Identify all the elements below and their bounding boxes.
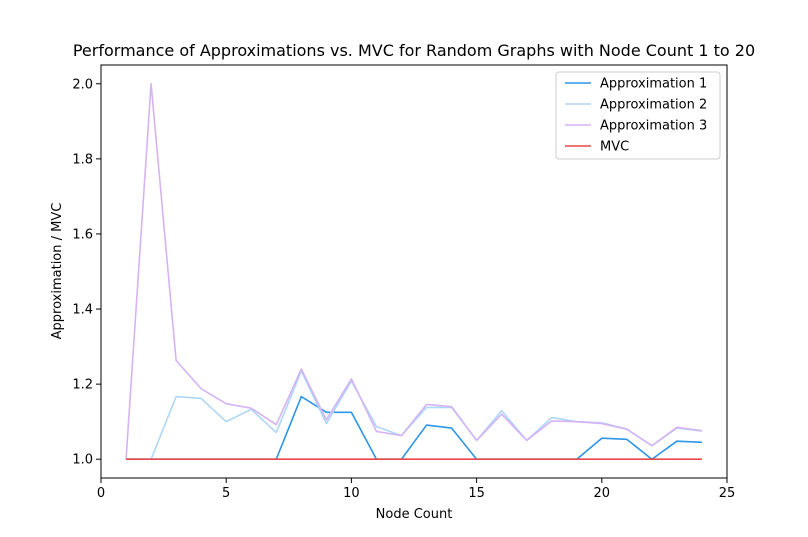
x-axis-label: Node Count: [376, 507, 453, 522]
series-layer: [125, 82, 703, 461]
legend-box: [555, 71, 721, 160]
y-tick-label: 1.0: [72, 453, 93, 468]
y-axis-label: Approximation / MVC: [50, 203, 65, 340]
y-tick-label: 1.6: [72, 227, 93, 242]
legend-label-2: Approximation 2: [600, 98, 707, 113]
series-line-1: [126, 395, 702, 461]
plot-area: [100, 64, 728, 479]
x-tick-label: 20: [594, 486, 611, 501]
plot-frame: [100, 64, 728, 479]
y-tick-label: 2.0: [72, 77, 93, 92]
x-tick-label: 25: [719, 486, 736, 501]
y-tick-label: 1.4: [72, 303, 93, 318]
series-line-3: [125, 82, 703, 460]
x-tick-label: 5: [222, 486, 230, 501]
y-axis: 1.0 1.2 1.4 1.6 1.8 2.0: [72, 77, 101, 468]
x-tick-label: 15: [468, 486, 485, 501]
y-tick-label: 1.8: [72, 152, 93, 167]
x-tick-label: 0: [97, 486, 105, 501]
legend-label-1: Approximation 1: [600, 77, 707, 92]
chart-title: Performance of Approximations vs. MVC fo…: [73, 41, 755, 60]
legend-label-3: Approximation 3: [600, 119, 707, 134]
legend-label-4: MVC: [600, 140, 629, 155]
legend: Approximation 1 Approximation 2 Approximat…: [555, 71, 721, 160]
y-tick-label: 1.2: [72, 378, 93, 393]
x-axis: 0 5 10 15 20 25: [97, 478, 735, 501]
x-tick-label: 10: [343, 486, 360, 501]
series-line-2: [126, 370, 703, 461]
